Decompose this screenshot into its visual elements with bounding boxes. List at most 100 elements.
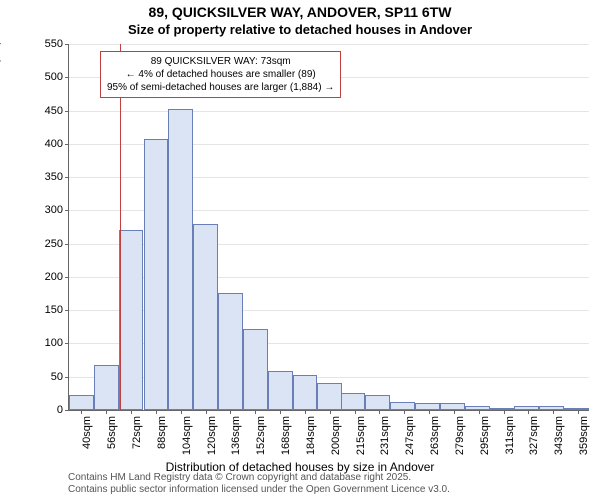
xtick-label: 88sqm	[156, 416, 168, 449]
histogram-bar	[193, 224, 218, 410]
xtick-label: 40sqm	[81, 416, 93, 449]
histogram-bar	[317, 383, 342, 410]
xtick-label: 168sqm	[280, 416, 292, 455]
xtick-mark	[106, 410, 107, 414]
ytick-label: 100	[45, 337, 63, 349]
xtick-mark	[429, 410, 430, 414]
ytick-mark	[65, 77, 69, 78]
ytick-label: 550	[45, 38, 63, 50]
xtick-mark	[553, 410, 554, 414]
histogram-bar	[365, 395, 390, 410]
histogram-bar	[144, 139, 169, 411]
histogram-bar	[390, 402, 415, 410]
reference-line	[120, 44, 121, 410]
footer-line2: Contains public sector information licen…	[68, 484, 450, 496]
histogram-bar	[293, 375, 318, 410]
y-axis-label: Number of detached properties	[0, 9, 1, 174]
xtick-label: 215sqm	[355, 416, 367, 455]
xtick-mark	[578, 410, 579, 414]
ytick-label: 150	[45, 304, 63, 316]
xtick-mark	[454, 410, 455, 414]
xtick-label: 56sqm	[106, 416, 118, 449]
ytick-mark	[65, 144, 69, 145]
xtick-label: 359sqm	[578, 416, 590, 455]
ytick-mark	[65, 244, 69, 245]
xtick-mark	[230, 410, 231, 414]
ytick-label: 200	[45, 271, 63, 283]
xtick-label: 247sqm	[404, 416, 416, 455]
ytick-mark	[65, 343, 69, 344]
xtick-label: 343sqm	[553, 416, 565, 455]
annotation-line: ← 4% of detached houses are smaller (89)	[107, 68, 334, 81]
ytick-label: 500	[45, 71, 63, 83]
histogram-bar	[564, 408, 589, 410]
ytick-label: 50	[51, 371, 63, 383]
xtick-mark	[355, 410, 356, 414]
xtick-label: 184sqm	[305, 416, 317, 455]
ytick-mark	[65, 177, 69, 178]
xtick-label: 152sqm	[255, 416, 267, 455]
ytick-mark	[65, 277, 69, 278]
ytick-mark	[65, 310, 69, 311]
xtick-mark	[379, 410, 380, 414]
xtick-mark	[280, 410, 281, 414]
histogram-bar	[465, 406, 490, 410]
histogram-bar	[440, 403, 465, 410]
ytick-label: 300	[45, 204, 63, 216]
ytick-mark	[65, 377, 69, 378]
xtick-mark	[255, 410, 256, 414]
xtick-mark	[181, 410, 182, 414]
xtick-label: 200sqm	[330, 416, 342, 455]
xtick-mark	[330, 410, 331, 414]
ytick-label: 250	[45, 238, 63, 250]
footer-line1: Contains HM Land Registry data © Crown c…	[68, 472, 450, 484]
gridline	[69, 111, 589, 112]
annotation-box: 89 QUICKSILVER WAY: 73sqm← 4% of detache…	[100, 51, 341, 98]
plot-area: 05010015020025030035040045050055040sqm56…	[68, 44, 589, 411]
xtick-label: 279sqm	[454, 416, 466, 455]
xtick-mark	[504, 410, 505, 414]
xtick-mark	[305, 410, 306, 414]
histogram-bar	[415, 403, 440, 410]
ytick-mark	[65, 210, 69, 211]
xtick-label: 136sqm	[230, 416, 242, 455]
xtick-mark	[156, 410, 157, 414]
histogram-bar	[539, 406, 564, 410]
xtick-label: 263sqm	[429, 416, 441, 455]
xtick-label: 311sqm	[504, 416, 516, 454]
chart-title-line1: 89, QUICKSILVER WAY, ANDOVER, SP11 6TW	[0, 4, 600, 20]
histogram-bar	[514, 406, 539, 410]
xtick-mark	[206, 410, 207, 414]
ytick-mark	[65, 410, 69, 411]
xtick-mark	[131, 410, 132, 414]
histogram-bar	[94, 365, 119, 410]
xtick-label: 104sqm	[181, 416, 193, 455]
chart-container: 89, QUICKSILVER WAY, ANDOVER, SP11 6TW S…	[0, 0, 600, 500]
xtick-mark	[404, 410, 405, 414]
xtick-label: 231sqm	[379, 416, 391, 455]
footer-attribution: Contains HM Land Registry data © Crown c…	[68, 472, 450, 496]
xtick-label: 72sqm	[131, 416, 143, 449]
xtick-label: 120sqm	[206, 416, 218, 455]
gridline	[69, 44, 589, 45]
ytick-mark	[65, 44, 69, 45]
histogram-bar	[341, 393, 366, 410]
ytick-label: 0	[57, 404, 63, 416]
histogram-bar	[268, 371, 293, 410]
ytick-mark	[65, 111, 69, 112]
annotation-line: 89 QUICKSILVER WAY: 73sqm	[107, 55, 334, 68]
ytick-label: 450	[45, 105, 63, 117]
histogram-bar	[243, 329, 268, 410]
ytick-label: 400	[45, 138, 63, 150]
histogram-bar	[168, 109, 193, 410]
histogram-bar	[69, 395, 94, 410]
xtick-mark	[81, 410, 82, 414]
histogram-bar	[119, 230, 144, 410]
histogram-bar	[218, 293, 243, 410]
xtick-label: 295sqm	[479, 416, 491, 455]
histogram-bar	[490, 408, 515, 410]
xtick-label: 327sqm	[528, 416, 540, 455]
chart-title-line2: Size of property relative to detached ho…	[0, 22, 600, 37]
xtick-mark	[479, 410, 480, 414]
annotation-line: 95% of semi-detached houses are larger (…	[107, 81, 334, 94]
